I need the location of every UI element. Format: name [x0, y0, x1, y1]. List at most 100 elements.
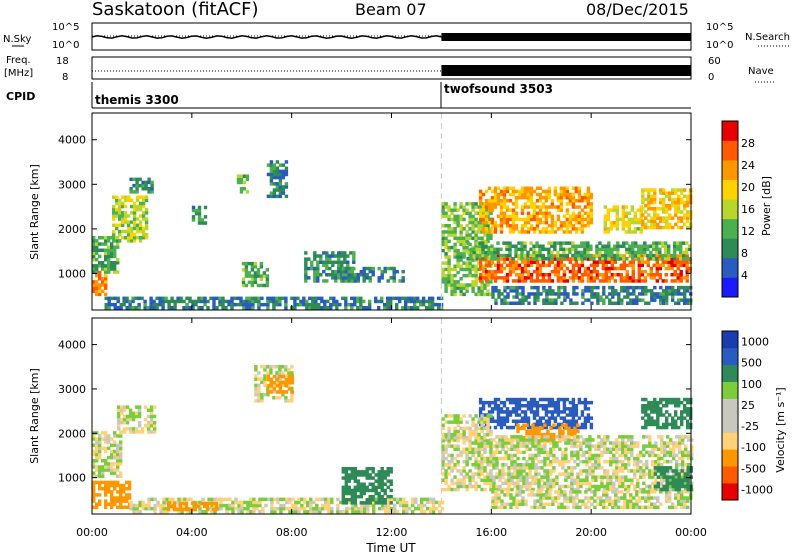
heat-cell [598, 279, 603, 283]
heat-cell [304, 269, 308, 274]
heat-cell [471, 447, 475, 451]
heat-cell [372, 503, 376, 508]
heat-cell [98, 254, 102, 259]
heat-cell [389, 482, 393, 486]
heat-cell [101, 446, 105, 451]
heat-cell [483, 441, 487, 445]
heat-cell [228, 497, 232, 502]
heat-cell [508, 257, 513, 261]
heat-cell [92, 286, 96, 290]
nsearch-tick-bottom: 10^0 [706, 40, 733, 51]
heat-cell [297, 500, 301, 505]
heat-cell [480, 438, 484, 442]
heat-cell [538, 279, 543, 283]
heat-cell [401, 306, 405, 310]
heat-cell [440, 506, 445, 511]
heat-cell [662, 404, 666, 408]
heat-cell [137, 405, 142, 409]
heat-cell [505, 279, 510, 283]
heat-cell [273, 497, 277, 502]
heat-cell [650, 422, 654, 427]
heat-cell [430, 302, 435, 307]
heat-cell [677, 200, 681, 205]
heat-cell [571, 404, 576, 408]
heat-cell [328, 257, 332, 261]
heat-cell [516, 487, 520, 492]
heat-cell [493, 397, 498, 402]
heat-cell [556, 208, 561, 212]
heat-cell [552, 456, 556, 461]
heat-cell [496, 397, 501, 402]
heat-cell [161, 299, 165, 304]
heat-cell [652, 244, 656, 248]
heat-cell [676, 244, 680, 248]
heat-cell [610, 257, 614, 261]
heat-cell [269, 166, 274, 170]
heat-cell [113, 248, 117, 252]
heat-cell [181, 501, 186, 506]
heat-cell [550, 224, 555, 228]
heat-cell [544, 413, 549, 417]
heat-cell [532, 217, 537, 222]
heat-cell [538, 269, 543, 274]
heat-cell [631, 244, 635, 248]
heat-cell [602, 301, 606, 305]
heat-cell [104, 280, 108, 284]
heat-cell [347, 491, 351, 496]
heat-cell [499, 199, 504, 203]
heat-cell [529, 273, 534, 277]
heat-cell [149, 420, 154, 425]
heat-cell [368, 302, 372, 307]
heat-cell [643, 247, 647, 252]
heat-cell [627, 450, 631, 455]
heat-cell [655, 266, 659, 271]
heat-cell [483, 286, 487, 290]
heat-cell [222, 503, 226, 508]
heat-cell [489, 447, 493, 451]
heat-cell [344, 491, 348, 496]
heat-cell [636, 220, 640, 225]
heat-cell [568, 230, 573, 234]
heat-cell [562, 214, 567, 219]
heat-cell [197, 211, 202, 216]
heat-cell [670, 279, 674, 283]
heat-cell [597, 444, 601, 448]
heat-cell [514, 214, 519, 219]
heat-cell [537, 444, 541, 448]
heat-cell [523, 419, 528, 423]
heat-cell [567, 459, 571, 464]
heat-cell [113, 251, 117, 256]
heat-cell [514, 244, 518, 248]
heat-cell [571, 227, 576, 231]
heat-cell [555, 481, 559, 486]
heat-cell [477, 459, 481, 464]
heat-cell [517, 189, 522, 194]
heat-cell [262, 283, 267, 288]
heat-cell [112, 195, 116, 199]
heat-cell [468, 441, 472, 445]
heat-cell [459, 478, 463, 482]
heat-cell [556, 397, 561, 402]
heat-cell [404, 306, 408, 310]
heat-cell [302, 299, 306, 304]
heat-cell [250, 283, 255, 288]
heat-cell [380, 494, 384, 499]
heat-cell [444, 456, 448, 461]
heat-cell [585, 475, 589, 479]
heat-cell [639, 469, 643, 473]
heat-cell [636, 478, 640, 482]
heat-cell [489, 472, 493, 476]
heat-cell [263, 365, 267, 369]
heat-cell [491, 292, 495, 296]
heat-cell [655, 279, 659, 283]
heat-cell [447, 484, 451, 489]
heat-cell [522, 444, 526, 448]
heat-cell [564, 435, 568, 439]
heat-cell [92, 490, 96, 494]
heat-cell [240, 506, 244, 511]
heat-cell [225, 503, 229, 508]
heat-cell [353, 273, 357, 277]
heat-cell [269, 191, 274, 195]
heat-cell [686, 419, 690, 423]
heat-cell [501, 466, 505, 470]
